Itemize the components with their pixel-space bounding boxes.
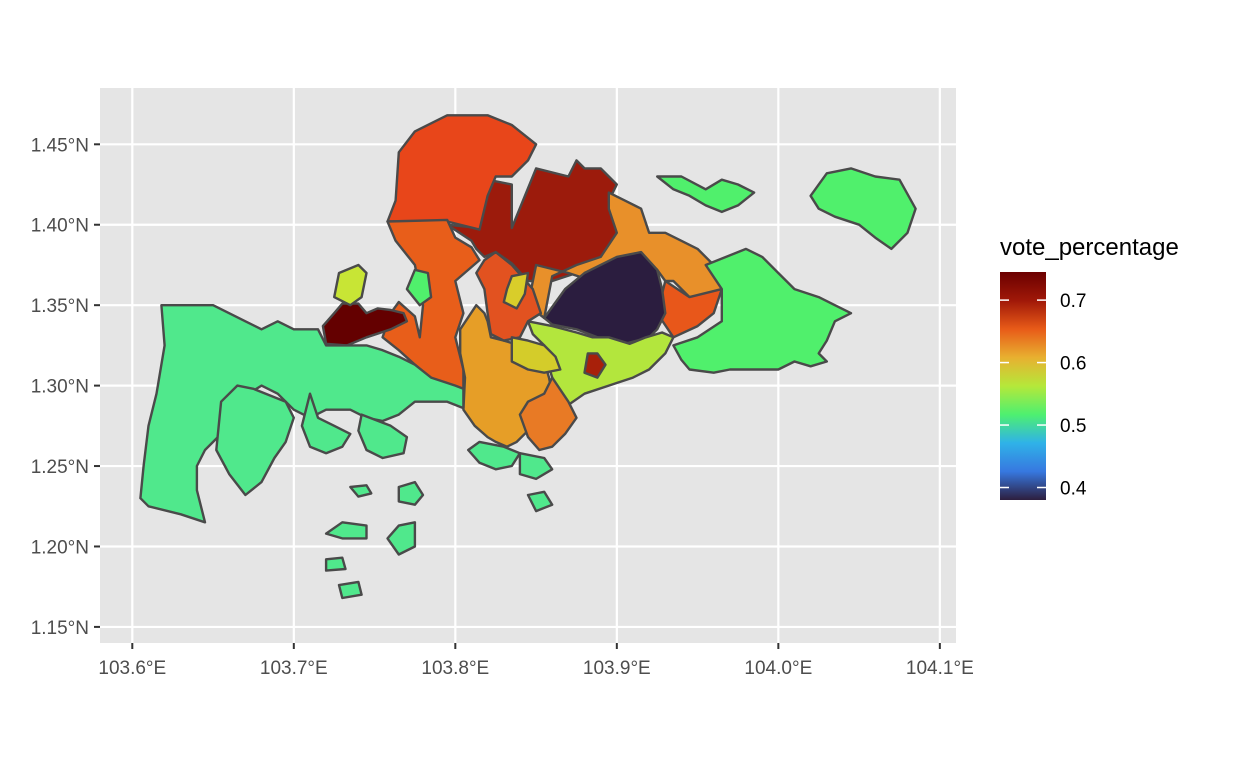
region-24 (324, 521, 368, 540)
legend-label-0: 0.4 (1060, 479, 1087, 500)
x-tick-label-5: 104.1°E (906, 658, 974, 679)
legend-label-1: 0.5 (1060, 416, 1086, 437)
region-15 (139, 304, 465, 524)
region-12 (583, 352, 607, 379)
region-10 (510, 336, 562, 374)
region-7 (543, 250, 667, 345)
regions-layer (139, 114, 917, 600)
x-tick-label-1: 103.7°E (260, 658, 328, 679)
region-11 (518, 376, 578, 452)
region-14 (672, 247, 853, 374)
region-31 (405, 268, 433, 307)
x-tick-label-0: 103.6°E (98, 658, 166, 679)
x-tick-label-2: 103.8°E (421, 658, 489, 679)
legend-label-2: 0.6 (1060, 354, 1086, 375)
region-16 (215, 384, 295, 497)
region-3 (321, 302, 409, 347)
region-17 (300, 392, 352, 455)
region-25 (386, 521, 417, 556)
region-28 (656, 175, 756, 214)
region-1 (386, 114, 538, 231)
region-21 (526, 490, 554, 513)
region-23 (349, 484, 373, 498)
legend-title: vote_percentage (1000, 234, 1179, 261)
y-tick-label-3: 1.30°N (31, 377, 89, 398)
region-22 (397, 480, 425, 506)
x-tick-label-4: 104.0°E (744, 658, 812, 679)
region-19 (467, 440, 522, 471)
legend: vote_percentage 0.4 0.5 0.6 0.7 (1000, 234, 1179, 500)
region-20 (518, 452, 554, 481)
y-tick-label-6: 1.45°N (31, 135, 89, 156)
legend-colorbar (1000, 272, 1046, 500)
x-tick-label-3: 103.9°E (583, 658, 651, 679)
y-tick-label-5: 1.40°N (31, 216, 89, 237)
region-27 (337, 580, 363, 600)
y-tick-label-1: 1.20°N (31, 537, 89, 558)
region-29 (809, 167, 917, 251)
region-30 (333, 263, 368, 307)
region-13 (502, 271, 530, 310)
axes: 103.6°E 103.7°E 103.8°E 103.9°E 104.0°E 104.1… (31, 135, 974, 679)
y-tick-label-0: 1.15°N (31, 618, 89, 639)
y-tick-label-2: 1.25°N (31, 457, 89, 478)
region-26 (324, 556, 347, 572)
region-18 (357, 413, 409, 460)
legend-label-3: 0.7 (1060, 291, 1086, 312)
y-tick-label-4: 1.35°N (31, 296, 89, 317)
